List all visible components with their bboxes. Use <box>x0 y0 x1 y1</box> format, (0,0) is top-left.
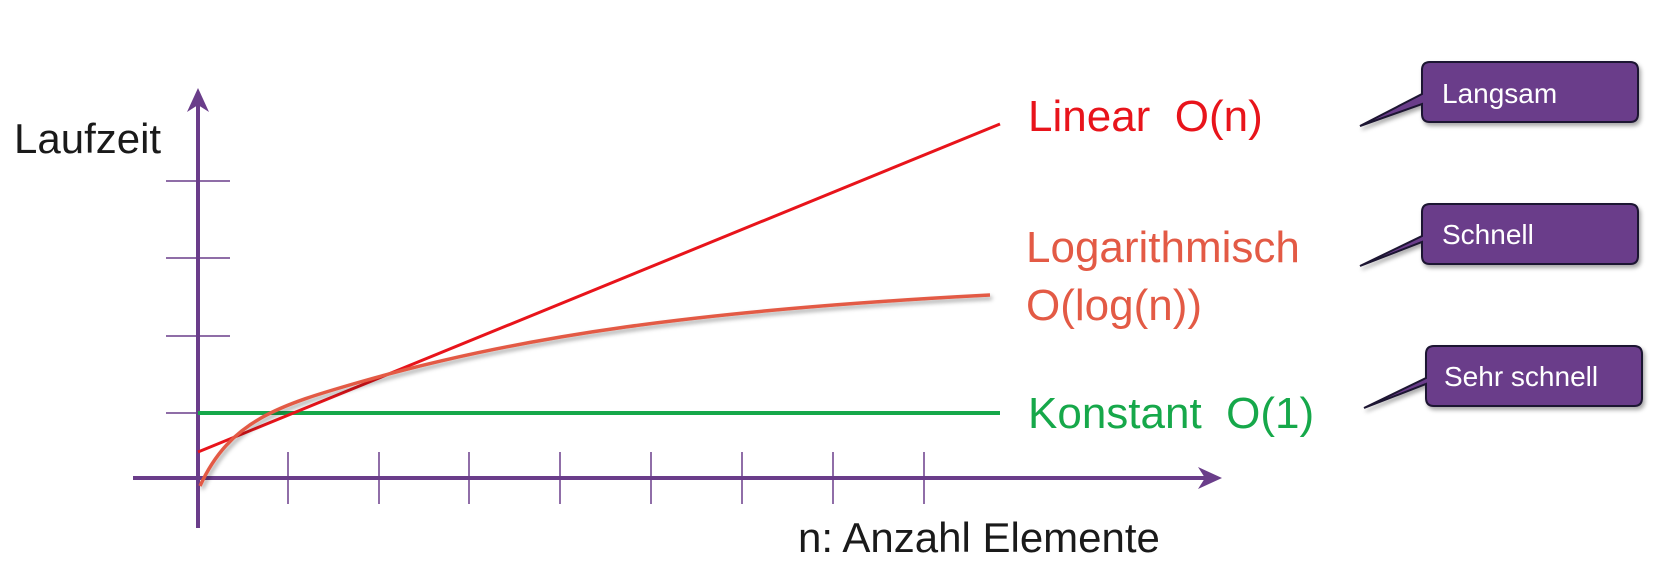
x-axis-arrowhead <box>1198 467 1222 489</box>
constant-label: Konstant O(1) <box>1028 389 1314 438</box>
y-axis-label: Laufzeit <box>14 115 161 162</box>
curves <box>197 122 1001 487</box>
callout-sehr-schnell-text: Sehr schnell <box>1444 361 1598 392</box>
callout-langsam-text: Langsam <box>1442 78 1557 109</box>
callout-schnell-text: Schnell <box>1442 219 1534 250</box>
x-axis-label: n: Anzahl Elemente <box>798 514 1160 561</box>
linear-curve <box>197 122 1001 454</box>
logarithmic-label-line1: Logarithmisch <box>1026 223 1300 272</box>
axes <box>133 88 1222 528</box>
logarithmic-curve <box>198 293 991 487</box>
logarithmic-label-line2: O(log(n)) <box>1026 281 1202 330</box>
linear-label: Linear O(n) <box>1028 92 1263 141</box>
y-axis-arrowhead <box>187 88 209 112</box>
callout-langsam <box>1359 61 1639 127</box>
callout-sehr-schnell <box>1363 345 1643 409</box>
callout-schnell <box>1359 203 1639 267</box>
